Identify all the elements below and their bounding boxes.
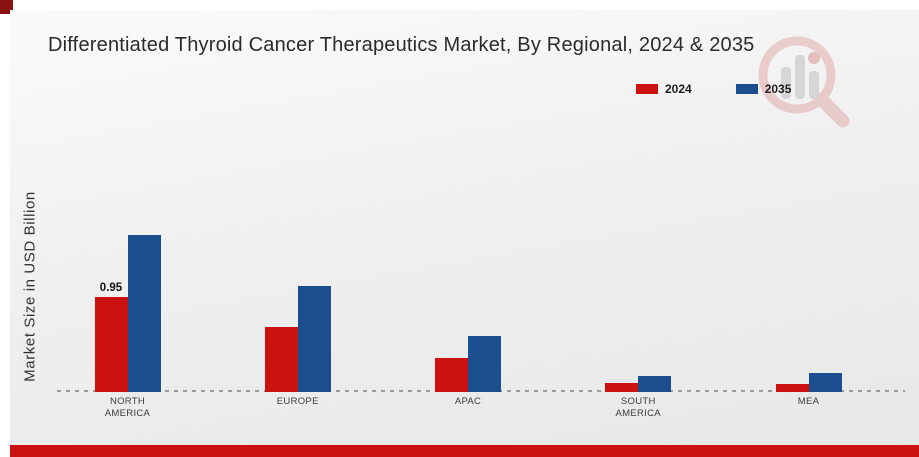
category-label-europe: EUROPE [276,396,319,407]
legend-swatch-2024 [636,84,658,94]
bar-2024-mea [775,384,809,392]
chart-title: Differentiated Thyroid Cancer Therapeuti… [48,34,755,56]
legend-swatch-2035 [735,84,758,94]
legend: 2024 2035 [636,82,791,96]
chart-panel: Differentiated Thyroid Cancer Therapeuti… [10,10,919,457]
bar-2024-apac [435,358,468,392]
category-label-south-america: SOUTH AMERICA [615,396,661,420]
legend-item-2035: 2035 [735,82,792,96]
plot-area: NORTH AMERICA EUROPE APAC SOUTH AMERICA MEA … [10,10,919,457]
bar-2035-mea [808,373,842,392]
legend-item-2024: 2024 [636,82,692,96]
bar-2035-europe [297,286,331,392]
bar-2024-north-america [94,297,128,392]
category-label-north-america: NORTH AMERICA [104,396,151,420]
category-label-apac: APAC [454,396,482,407]
legend-label-2035: 2035 [764,82,792,96]
legend-label-2024: 2024 [665,82,692,96]
bar-2035-south-america [638,376,672,392]
bar-2024-south-america [605,383,639,392]
bar-value-label: 0.95 [99,282,123,294]
bar-2024-europe [264,327,298,392]
bar-2035-north-america [127,235,161,392]
watermark-magnifier-logo-icon [758,36,850,128]
bottom-accent-bar [10,445,919,457]
bar-2035-apac [468,336,501,392]
corner-accent-square [0,0,13,14]
category-label-mea: MEA [797,396,820,407]
